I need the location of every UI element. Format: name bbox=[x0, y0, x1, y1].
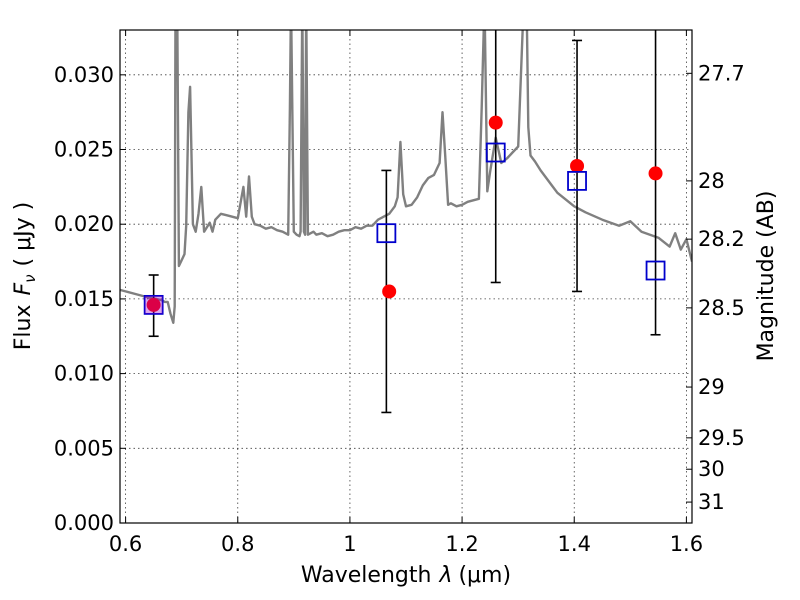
y2-tick-label: 29.5 bbox=[698, 426, 745, 450]
model-point bbox=[376, 223, 397, 244]
plot-frame bbox=[119, 29, 693, 524]
model-point bbox=[645, 260, 666, 281]
y-tick-label: 0.030 bbox=[54, 63, 114, 87]
model-point bbox=[485, 142, 506, 163]
y-axis-title: FluxFν( μJy ) bbox=[11, 202, 39, 350]
grid bbox=[120, 30, 692, 524]
y2-axis-title: Magnitude (AB) bbox=[754, 191, 779, 362]
spectrum-line bbox=[120, 30, 692, 324]
y2-tick-label: 29 bbox=[698, 375, 725, 399]
observed-point bbox=[382, 284, 397, 299]
x-tick-label: 1 bbox=[343, 532, 356, 556]
y-tick-label: 0.025 bbox=[54, 138, 114, 162]
y2-tick-label: 28.2 bbox=[698, 227, 745, 251]
y2-tick-label: 28.5 bbox=[698, 296, 745, 320]
x-axis-title: Wavelength λ (μm) bbox=[301, 563, 511, 588]
y-tick-label: 0.020 bbox=[54, 212, 114, 236]
model-point bbox=[143, 294, 164, 315]
observed-point bbox=[570, 158, 585, 173]
model-point bbox=[567, 170, 587, 191]
y-tick-label: 0.005 bbox=[54, 436, 114, 460]
x-tick-label: 0.8 bbox=[221, 532, 254, 556]
observed-point bbox=[488, 115, 503, 130]
x-tick-label: 1.4 bbox=[558, 532, 591, 556]
tick-labels: 0.6 0.8 1 1.2 1.4 1.6 0.000 0.005 0.010 0.015 0.02… bbox=[54, 61, 745, 556]
x-tick-label: 0.6 bbox=[109, 532, 142, 556]
data-layer bbox=[120, 30, 692, 414]
y2-tick-label: 30 bbox=[698, 457, 725, 481]
y2-tick-label: 28 bbox=[698, 169, 725, 193]
observed-point bbox=[648, 166, 663, 181]
y2-tick-label: 27.7 bbox=[698, 61, 745, 85]
observed-point bbox=[146, 297, 161, 312]
y2-tick-label: 31 bbox=[698, 490, 725, 514]
overlap-marker bbox=[144, 295, 163, 314]
y-tick-label: 0.010 bbox=[54, 362, 114, 386]
y-tick-label: 0.000 bbox=[54, 511, 114, 535]
y-tick-label: 0.015 bbox=[54, 287, 114, 311]
ticks bbox=[120, 30, 692, 524]
x-tick-label: 1.2 bbox=[445, 532, 478, 556]
x-tick-label: 1.6 bbox=[670, 532, 703, 556]
